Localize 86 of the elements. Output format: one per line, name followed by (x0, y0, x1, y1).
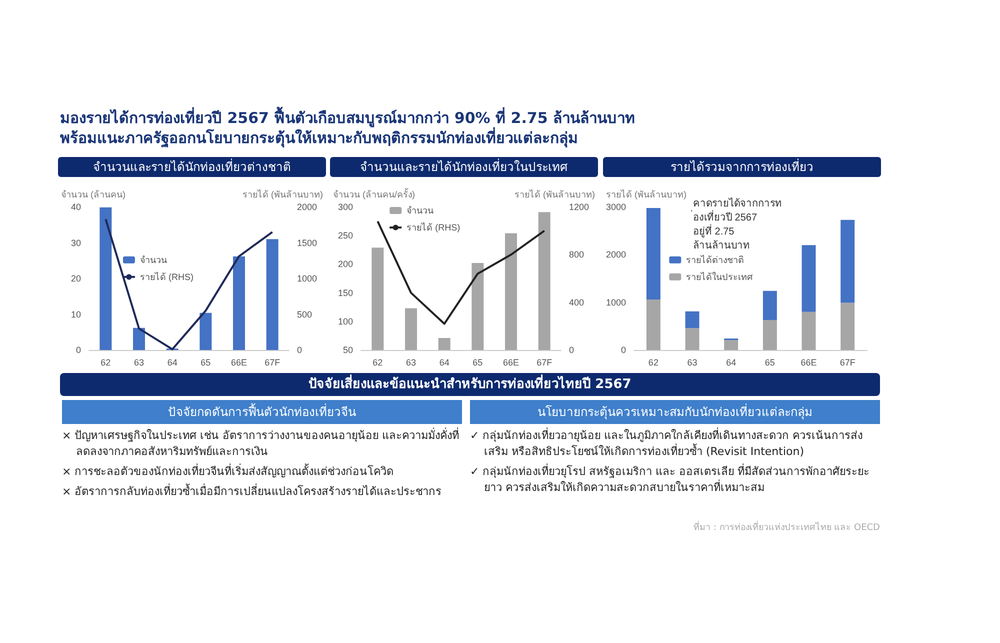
x-tick-label: 63 (687, 358, 698, 368)
text: ✓ กลุ่มนักท่องเที่ยวยุโรป สหรัฐอเมริกา และ ออสเตรเลีย ที่มีสัดส่วนการพักอาศัยระยะยาว ควรส่งเสริมให้เกิดความสะดวกสบายในราคาที่เหมาะสม (470, 464, 871, 496)
y2-tick-label: 400 (569, 297, 584, 308)
x-tick-label: 63 (134, 358, 144, 368)
x-tick-label: 64 (167, 358, 178, 368)
text: × ปัญหาเศรษฐกิจในประเทศ เช่น อัตราการว่างงานของคนอายุน้อย และความมั่งคั่งที่ลดลงจากภาคอสังหาริมทรัพย์และการเงิน (62, 428, 460, 460)
y2-tick-label: 500 (297, 309, 312, 320)
x-tick-label: 65 (200, 358, 211, 368)
y-tick-label: 40 (70, 202, 81, 212)
y2-axis-title: รายได้ (พันล้านบาท) (242, 190, 323, 200)
bar (685, 311, 700, 328)
x-tick-label: 62 (100, 358, 111, 368)
text: พร้อมแนะภาครัฐออกนโยบายกระตุ้นให้เหมาะกับพฤติกรรมนักท่องเที่ยวแต่ละกลุ่ม (60, 128, 579, 148)
y2-tick-label: 1200 (569, 202, 590, 212)
x-tick-label: 66E (230, 358, 248, 368)
bar (133, 328, 145, 350)
x-tick-label: 65 (472, 358, 483, 368)
bar (646, 299, 660, 350)
bar (840, 220, 855, 303)
y-tick-label: 30 (70, 238, 81, 248)
text: ปัจจัยเสี่ยงและข้อแนะนำสำหรับการท่องเที่ยวไทยปี 2567 (60, 373, 880, 396)
bar (646, 208, 660, 300)
y-axis-title: จำนวน (ล้านคน) (61, 190, 126, 200)
y2-tick-label: 1000 (297, 274, 318, 284)
x-tick-label: 67F (840, 358, 856, 368)
y2-tick-label: 0 (297, 345, 302, 355)
legend-label: รายได้ (RHS) (406, 222, 460, 232)
bar (762, 320, 777, 350)
line-series (104, 218, 274, 350)
y2-tick-label: 800 (569, 250, 584, 260)
y-tick-label: 2000 (606, 250, 626, 260)
x-tick-label: 64 (726, 358, 736, 368)
text: ปัจจัยกดดันการฟื้นตัวนักท่องเที่ยวจีน (62, 400, 462, 424)
y2-tick-label: 0 (569, 345, 574, 355)
legend-label: จำนวน (140, 254, 167, 265)
y-tick-label: 0 (621, 345, 626, 355)
legend-label: รายได้ (RHS) (140, 272, 194, 282)
x-tick-label: 67F (264, 358, 281, 368)
chart-title: จำนวนและรายได้นักท่องเที่ยวต่างชาติ (58, 157, 326, 177)
x-tick-label: 64 (439, 358, 450, 368)
y-tick-label: 10 (70, 309, 81, 320)
annotation: คาดรายได้จากการท่องเที่ยวปี 2567 อยู่ที่ 2.75 ล้านล้านบาท (691, 198, 782, 252)
chart-title: รายได้รวมจากการท่องเที่ยว (603, 157, 881, 177)
y-tick-label: 1000 (606, 297, 626, 308)
bar (802, 245, 816, 312)
bar (266, 239, 278, 350)
y-tick-label: 250 (338, 230, 353, 241)
bar (762, 290, 777, 320)
y-axis-title: รายได้ (พันล้านบาท) (606, 190, 687, 200)
text: ที่มา : การท่องเที่ยวแห่งประเทศไทย และ OECD (692, 520, 880, 534)
x-tick-label: 66E (502, 358, 520, 368)
bar (840, 302, 855, 350)
legend-label: รายได้ในประเทศ (686, 272, 754, 282)
y2-tick-label: 2000 (297, 202, 318, 212)
y-tick-label: 3000 (606, 202, 626, 212)
text: × การชะลอตัวของนักท่องเที่ยวจีนที่เริ่มส่งสัญญาณตั้งแต่ช่วงก่อนโควิด (62, 464, 395, 480)
y2-tick-label: 1500 (297, 238, 318, 248)
y-tick-label: 20 (70, 274, 81, 284)
chart-title: จำนวนและรายได้นักท่องเที่ยวในประเทศ (330, 157, 598, 177)
bar (685, 328, 700, 350)
y-axis-title: จำนวน (ล้านคน/ครั้ง) (333, 188, 415, 200)
bar (100, 207, 112, 350)
y-tick-label: 100 (338, 316, 353, 326)
y-tick-label: 200 (338, 259, 353, 270)
text: นโยบายกระตุ้นควรเหมาะสมกับนักท่องเที่ยวแต่ละกลุ่ม (470, 400, 880, 424)
x-tick-label: 66E (800, 358, 817, 368)
x-tick-label: 67F (536, 358, 553, 368)
x-tick-label: 62 (648, 358, 658, 368)
text: มองรายได้การท่องเที่ยวปี 2567 ฟื้นตัวเกือบสมบูรณ์มากกว่า 90% ที่ 2.75 ล้านล้านบาท (60, 108, 636, 128)
bar (724, 340, 738, 350)
y-tick-label: 150 (338, 288, 353, 298)
y2-axis-title: รายได้ (พันล้านบาท) (514, 190, 595, 200)
bar (802, 312, 816, 350)
x-tick-label: 65 (764, 358, 775, 368)
y-tick-label: 300 (338, 202, 353, 212)
legend-label: จำนวน (406, 206, 434, 216)
x-tick-label: 63 (406, 358, 416, 368)
bar (200, 312, 212, 350)
bar (233, 256, 245, 350)
text: × อัตราการกลับท่องเที่ยวซ้ำเมื่อมีการเปลี่ยนแปลงโครงสร้างรายได้และประชากร (62, 484, 443, 500)
legend-label: รายได้ต่างชาติ (686, 254, 744, 265)
y-tick-label: 50 (342, 345, 353, 355)
line-series (376, 220, 546, 325)
y-tick-label: 0 (76, 345, 81, 355)
x-tick-label: 62 (372, 358, 383, 368)
text: ✓ กลุ่มนักท่องเที่ยวอายุน้อย และในภูมิภาคใกล้เคียงที่เดินทางสะดวก ควรเน้นการส่งเสริม หรือสิทธิประโยชน์ให้เกิดการท่องเที่ยวซ้ำ (Revisit Intention) (470, 428, 864, 460)
